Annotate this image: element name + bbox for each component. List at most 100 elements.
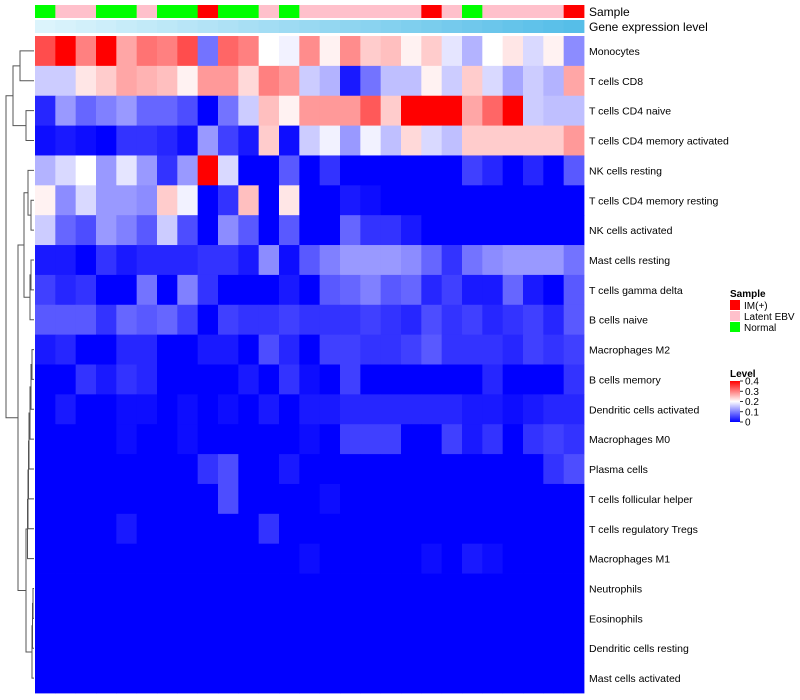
heatmap-cell [279, 573, 300, 604]
sample-legend-label: IM(+) [744, 301, 768, 312]
heatmap-cell [75, 155, 97, 186]
heatmap-cell [421, 245, 443, 276]
heatmap-cell [502, 573, 524, 604]
row-label: T cells CD4 naive [589, 106, 671, 118]
heatmap-cell [197, 543, 219, 574]
row-label: NK cells resting [589, 165, 662, 177]
heatmap-cell [258, 155, 280, 186]
heatmap-cell [543, 573, 565, 604]
heatmap-cell [462, 125, 483, 156]
row-label: T cells regulatory Tregs [589, 524, 698, 536]
heatmap-cell [502, 513, 524, 545]
heatmap-cell [96, 334, 117, 365]
heatmap-cell [441, 394, 463, 425]
level-legend-ticks: 0.40.30.20.10 [740, 377, 759, 429]
heatmap-cell [401, 155, 422, 186]
heatmap-cell [177, 155, 199, 186]
heatmap-cell [502, 125, 524, 156]
heatmap-cell [421, 274, 443, 306]
row-label: Plasma cells [589, 464, 648, 476]
heatmap-cell [421, 603, 443, 634]
heatmap-cell [482, 245, 504, 276]
heatmap-cell [55, 185, 77, 216]
heatmap-cell [238, 185, 260, 216]
heatmap-cell [177, 543, 199, 574]
sample-annotation-cell [35, 5, 56, 18]
level-annotation-cell [523, 20, 544, 33]
heatmap-cell [197, 633, 219, 664]
heatmap-cell [136, 364, 158, 395]
heatmap-cell [441, 633, 463, 664]
heatmap-cell [360, 155, 382, 186]
heatmap-cell [96, 245, 117, 276]
heatmap-cell [543, 633, 565, 664]
level-annotation-cell [238, 20, 260, 33]
heatmap-cell [441, 125, 463, 156]
sample-legend-title: Sample [730, 289, 766, 300]
heatmap-cell [258, 185, 280, 216]
heatmap-cell [543, 454, 565, 485]
heatmap-cell [258, 334, 280, 365]
heatmap-cell [340, 125, 361, 156]
level-legend-tick-label: 0.2 [745, 397, 759, 408]
heatmap-cell [197, 334, 219, 365]
level-legend-tick-label: 0 [745, 418, 751, 429]
heatmap-cell [462, 95, 483, 126]
level-legend-title: Level [730, 369, 756, 380]
heatmap-cell [96, 185, 117, 216]
heatmap-cell [116, 334, 138, 365]
heatmap-cell [218, 274, 239, 306]
heatmap-cell [197, 483, 219, 515]
heatmap-cell [218, 603, 239, 634]
heatmap-cell [380, 155, 402, 186]
sample-annotation-cell [482, 5, 504, 18]
level-annotation-cell [563, 20, 585, 33]
heatmap-cell [75, 65, 97, 97]
heatmap-cell [136, 454, 158, 485]
heatmap-cell [502, 155, 524, 186]
heatmap-cell [96, 633, 117, 664]
heatmap-cell [441, 334, 463, 365]
heatmap-cell [197, 424, 219, 455]
sample-annotation-cell [319, 5, 341, 18]
level-annotation-cell [482, 20, 504, 33]
heatmap-cell [441, 603, 463, 634]
heatmap-cell [482, 125, 504, 156]
heatmap-cell [441, 454, 463, 485]
heatmap-cell [258, 274, 280, 306]
heatmap-cell [55, 394, 77, 425]
heatmap-cell [523, 633, 544, 664]
row-label: B cells memory [589, 374, 662, 386]
sample-legend-label: Normal [744, 323, 776, 334]
heatmap-cell [462, 483, 483, 515]
heatmap-cell [482, 663, 504, 694]
heatmap-cell [218, 573, 239, 604]
heatmap-cell [258, 633, 280, 664]
heatmap-cell [177, 334, 199, 365]
heatmap-cell [238, 483, 260, 515]
heatmap-cell [96, 36, 117, 67]
heatmap-cell [238, 304, 260, 336]
heatmap-cell [462, 633, 483, 664]
heatmap-cell [279, 424, 300, 455]
heatmap-cell [360, 633, 382, 664]
heatmap-cell [462, 334, 483, 365]
sample-annotation-cell [563, 5, 585, 18]
heatmap-cell [380, 483, 402, 515]
heatmap-cell [299, 334, 321, 365]
heatmap-cell [177, 364, 199, 395]
dendrogram-link [30, 259, 34, 291]
heatmap-cell [136, 334, 158, 365]
level-annotation-cell [319, 20, 341, 33]
heatmap-cell [136, 95, 158, 126]
sample-legend-swatch [730, 300, 740, 310]
heatmap-cell [238, 543, 260, 574]
heatmap-cell [75, 424, 97, 455]
heatmap-cell [421, 394, 443, 425]
heatmap-cell [380, 245, 402, 276]
heatmap-cell [401, 95, 422, 126]
heatmap-cell [299, 95, 321, 126]
heatmap-cell [258, 543, 280, 574]
heatmap-cell [401, 304, 422, 336]
heatmap-cell [319, 394, 341, 425]
